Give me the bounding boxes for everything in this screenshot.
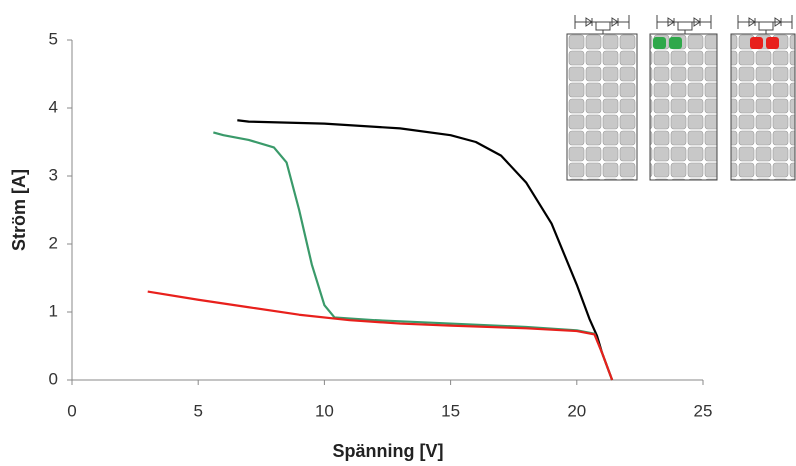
series-line [147,290,614,381]
y-tick-label: 1 [49,301,58,320]
y-tick-label: 0 [49,369,58,388]
x-tick-label: 25 [694,401,713,420]
x-tick-label: 20 [567,401,586,420]
y-tick-label: 2 [49,233,58,252]
y-tick-label: 3 [49,165,58,184]
y-axis-title: Ström [A] [9,169,29,251]
panel [566,15,638,181]
x-axis-title: Spänning [V] [333,441,444,461]
x-tick-label: 5 [193,401,202,420]
series-line [213,131,614,381]
panel [730,15,796,181]
y-tick-label: 5 [49,29,58,48]
panel-inset [566,15,796,181]
y-tick-label: 4 [49,97,58,116]
x-tick-label: 0 [67,401,76,420]
x-tick-label: 15 [441,401,460,420]
panel [649,15,718,181]
series-line [237,119,614,381]
x-tick-label: 10 [315,401,334,420]
